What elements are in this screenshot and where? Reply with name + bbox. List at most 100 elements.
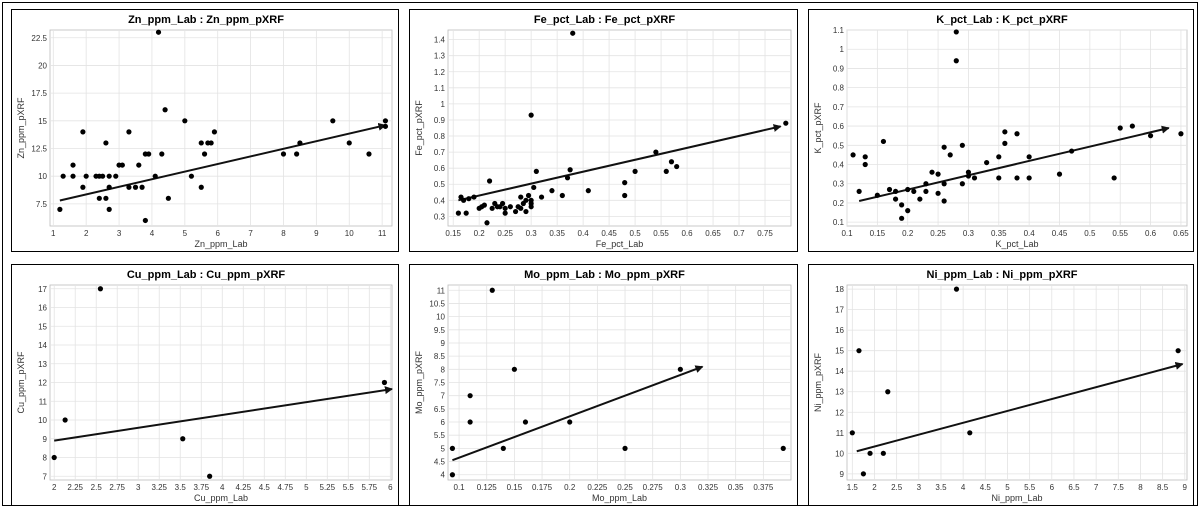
y-tick-label: 5.5 [434, 431, 446, 440]
data-point [523, 197, 529, 203]
y-tick-label: 1.2 [434, 68, 446, 77]
x-tick-label: 0.125 [477, 483, 498, 492]
data-point [198, 184, 204, 190]
x-tick-label: 3 [136, 483, 141, 492]
x-tick-label: 4.5 [980, 483, 992, 492]
data-point [874, 192, 880, 198]
y-tick-label: 10 [835, 449, 844, 458]
data-point [653, 149, 659, 155]
y-tick-label: 9 [441, 339, 446, 348]
y-tick-label: 12 [835, 408, 844, 417]
data-point [382, 123, 389, 129]
data-point [294, 151, 300, 157]
x-tick-label: 0.45 [601, 229, 617, 238]
y-tick-label: 18 [835, 285, 844, 294]
y-tick-label: 4.5 [434, 458, 446, 467]
x-tick-label: 0.6 [1145, 229, 1157, 238]
y-tick-label: 16 [835, 326, 844, 335]
y-tick-label: 1.1 [434, 84, 446, 93]
data-point [549, 188, 555, 194]
x-axis-label: Mo_ppm_Lab [592, 493, 647, 503]
y-tick-label: 0.3 [833, 180, 845, 189]
y-tick-label: 5 [441, 444, 446, 453]
data-point [103, 195, 109, 201]
x-tick-label: 0.175 [532, 483, 553, 492]
x-tick-label: 6 [215, 229, 220, 238]
data-point [106, 206, 112, 212]
y-axis-label: Mo_ppm_pXRF [414, 350, 424, 414]
y-tick-label: 0.4 [833, 161, 845, 170]
x-tick-label: 0.1 [454, 483, 466, 492]
data-point [198, 140, 204, 146]
data-point [207, 473, 213, 479]
data-point [83, 173, 89, 179]
trend-arrow [452, 365, 704, 462]
data-point [862, 161, 868, 168]
y-tick-label: 17.5 [31, 89, 47, 98]
data-point [622, 445, 628, 451]
data-point [923, 188, 929, 195]
data-point [585, 188, 591, 194]
data-point [165, 195, 171, 201]
data-point [528, 112, 534, 118]
data-point [1026, 175, 1032, 181]
y-tick-label: 9 [43, 435, 48, 444]
data-point [106, 184, 112, 190]
data-point [103, 140, 109, 146]
scatter-chart: Fe_pct_Lab : Fe_pct_pXRF 0.15 0.2 0.25 0.3 0.… [414, 14, 792, 249]
data-point [533, 168, 539, 174]
chart-title: Cu_ppm_Lab : Cu_ppm_pXRF [127, 269, 286, 281]
scatter-chart: Mo_ppm_Lab : Mo_ppm_pXRF 0.1 0.125 0.15 0.17… [414, 269, 792, 503]
data-point [917, 196, 923, 202]
x-tick-label: 0.4 [578, 229, 590, 238]
y-tick-label: 11 [836, 429, 845, 438]
y-tick-label: 6.5 [434, 405, 446, 414]
data-point [677, 366, 683, 372]
data-point [953, 29, 959, 35]
x-tick-label: 3 [917, 483, 922, 492]
y-axis-label: K_pct_pXRF [813, 102, 823, 154]
data-point [538, 194, 545, 200]
data-point [159, 151, 165, 157]
x-tick-label: 11 [378, 229, 387, 238]
x-tick-label: 0.225 [587, 483, 608, 492]
x-tick-label: 3.5 [935, 483, 947, 492]
data-point [885, 389, 891, 395]
x-tick-label: 2 [52, 483, 57, 492]
data-point [500, 445, 506, 451]
data-point [152, 173, 158, 179]
data-point [1117, 125, 1123, 131]
x-tick-label: 5.25 [320, 483, 336, 492]
data-point [941, 181, 947, 187]
data-point [531, 184, 537, 191]
y-tick-label: 0.8 [434, 132, 446, 141]
x-axis-label: Cu_ppm_Lab [194, 493, 248, 503]
x-tick-label: 0.5 [1084, 229, 1096, 238]
y-tick-label: 12 [38, 379, 47, 388]
data-point [1147, 133, 1154, 139]
data-point [489, 205, 495, 211]
data-point [297, 140, 303, 146]
data-point [97, 286, 104, 292]
x-tick-label: 2 [84, 229, 89, 238]
scatter-chart: K_pct_Lab : K_pct_pXRF 0.1 0.15 0.2 0.25 0.3 0… [813, 14, 1189, 249]
data-point [663, 168, 669, 174]
data-point [126, 129, 132, 135]
x-tick-label: 0.375 [753, 483, 774, 492]
x-tick-label: 3.25 [151, 483, 167, 492]
y-tick-label: 20 [38, 61, 47, 70]
data-point [850, 152, 856, 158]
plot-area [846, 29, 1188, 227]
x-tick-label: 0.15 [445, 229, 461, 238]
data-point [905, 208, 911, 214]
plot-area [49, 29, 393, 227]
x-tick-label: 3 [117, 229, 122, 238]
y-tick-label: 0.5 [434, 180, 446, 189]
data-point [965, 173, 972, 179]
data-point [941, 198, 947, 204]
data-point [1014, 175, 1020, 181]
data-point [523, 208, 529, 215]
data-point [525, 192, 532, 199]
y-tick-label: 11 [437, 286, 446, 295]
x-tick-label: 0.25 [617, 483, 633, 492]
